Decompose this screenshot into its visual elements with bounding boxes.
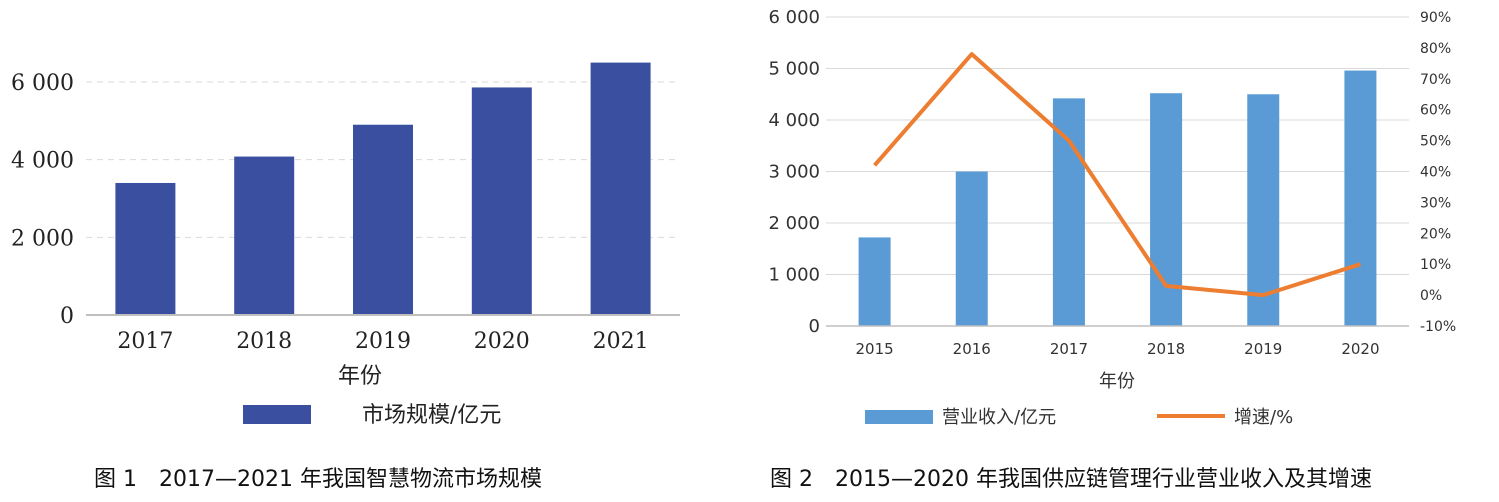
chart-1-bars: [115, 62, 651, 316]
chart-2-bar: [858, 237, 891, 326]
chart-1-x-tick-label: 2017: [117, 329, 173, 354]
chart-2-caption: 图 2 2015—2020 年我国供应链管理行业营业收入及其增速: [770, 467, 1372, 492]
chart-1-y-tick-label: 4 000: [11, 149, 74, 174]
chart-1-market-size: 0 2 000 4 000 6 000 2017 2018 2019 2020 2021 年份…: [11, 62, 680, 492]
chart-1-y-tick-label: 0: [60, 304, 74, 329]
chart-2-bar: [1052, 98, 1085, 327]
chart-1-caption: 图 1 2017—2021 年我国智慧物流市场规模: [94, 467, 542, 492]
chart-2-x-tick-label: 2015: [855, 340, 893, 358]
chart-1-legend-label: 市场规模/亿元: [362, 403, 501, 428]
chart-2-right-y-tick-label: 30%: [1420, 195, 1451, 211]
chart-2-right-y-tick-label: -10%: [1420, 319, 1456, 335]
chart-2-right-y-tick-label: 90%: [1420, 10, 1451, 26]
chart-2-right-y-tick-label: 40%: [1420, 165, 1451, 181]
chart-2-legend-swatch-revenue: [865, 410, 933, 424]
chart-2-bar: [1344, 70, 1377, 326]
chart-2-supply-chain-revenue: 0 1 000 2 000 3 000 4 000 5 000 6 000 -10% 0% 10…: [768, 7, 1456, 492]
chart-2-gridlines: [826, 16, 1409, 275]
chart-2-right-y-tick-label: 60%: [1420, 103, 1451, 119]
chart-1-x-tick-label: 2018: [236, 329, 292, 354]
chart-2-right-y-tick-label: 10%: [1420, 257, 1451, 273]
chart-1-bar: [234, 156, 295, 315]
chart-2-left-y-tick-label: 0: [809, 316, 820, 337]
chart-2-x-tick-label: 2020: [1341, 340, 1379, 358]
chart-1-bar: [590, 62, 651, 316]
chart-1-y-tick-label: 6 000: [11, 71, 74, 96]
chart-2-bar: [1150, 93, 1183, 326]
chart-1-x-tick-label: 2021: [593, 329, 649, 354]
chart-2-left-y-tick-label: 4 000: [768, 110, 820, 131]
chart-1-legend-swatch: [243, 405, 311, 424]
chart-2-left-y-tick-label: 3 000: [768, 162, 820, 183]
chart-1-y-tick-label: 2 000: [11, 226, 74, 251]
chart-2-right-y-tick-labels: -10% 0% 10% 20% 30% 40% 50% 60% 70% 80% 90%: [1420, 10, 1456, 335]
chart-2-bar: [955, 171, 988, 326]
chart-2-x-axis-label: 年份: [1099, 371, 1135, 392]
chart-2-right-y-tick-label: 70%: [1420, 72, 1451, 88]
chart-1-bar: [471, 87, 532, 315]
chart-2-x-tick-label: 2017: [1050, 340, 1088, 358]
chart-2-right-y-tick-label: 0%: [1420, 288, 1442, 304]
chart-2-bar: [1247, 94, 1280, 326]
chart-2-left-y-tick-label: 5 000: [768, 59, 820, 80]
chart-2-right-y-tick-label: 80%: [1420, 41, 1451, 57]
chart-2-bars: [858, 70, 1377, 327]
chart-2-left-y-tick-label: 6 000: [768, 7, 820, 28]
chart-2-legend-label-growth: 增速/%: [1234, 407, 1293, 428]
chart-2-right-y-tick-label: 50%: [1420, 134, 1451, 150]
chart-2-x-tick-label: 2016: [953, 340, 991, 358]
chart-1-x-tick-label: 2020: [474, 329, 530, 354]
chart-2-left-y-tick-label: 2 000: [768, 213, 820, 234]
chart-2-left-y-tick-label: 1 000: [768, 265, 820, 286]
chart-1-bar: [353, 124, 413, 315]
chart-1-x-axis-label: 年份: [338, 364, 382, 389]
chart-2-x-tick-label: 2019: [1244, 340, 1282, 358]
chart-2-right-y-tick-label: 20%: [1420, 226, 1451, 242]
chart-2-growth-line: [873, 52, 1362, 298]
chart-2-x-tick-labels: 2015 2016 2017 2018 2019 2020: [855, 340, 1379, 358]
chart-1-x-tick-labels: 2017 2018 2019 2020 2021: [117, 329, 648, 354]
chart-2-left-y-tick-labels: 0 1 000 2 000 3 000 4 000 5 000 6 000: [768, 7, 820, 337]
chart-1-bar: [115, 182, 176, 315]
chart-1-y-tick-labels: 0 2 000 4 000 6 000: [11, 71, 74, 329]
chart-2-x-tick-label: 2018: [1147, 340, 1185, 358]
chart-2-legend-label-revenue: 营业收入/亿元: [942, 407, 1056, 428]
chart-1-x-tick-label: 2019: [355, 329, 411, 354]
